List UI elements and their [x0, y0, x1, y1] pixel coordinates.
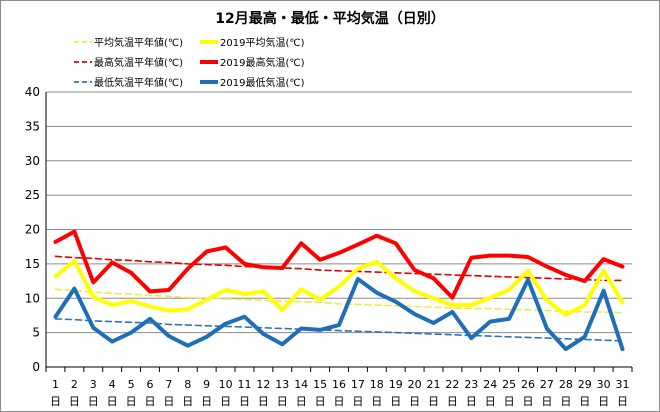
x-tick-suffix: 日: [334, 395, 345, 408]
series-line-5: [53, 277, 625, 352]
x-tick-label: 25: [502, 378, 516, 391]
x-tick-suffix: 日: [315, 395, 326, 408]
x-tick-suffix: 日: [258, 395, 269, 408]
x-tick-label: 10: [219, 378, 233, 391]
x-tick-suffix: 日: [69, 395, 80, 408]
series-line-0: [54, 288, 624, 314]
legend-label: 2019最高気温(℃): [220, 56, 305, 69]
x-tick-label: 16: [332, 378, 346, 391]
x-tick-suffix: 日: [371, 395, 382, 408]
x-tick-suffix: 日: [579, 395, 590, 408]
x-tick-suffix: 日: [466, 395, 477, 408]
series-line-1: [53, 259, 625, 317]
series-line-2: [54, 255, 624, 282]
x-tick-suffix: 日: [88, 395, 99, 408]
chart-title: 12月最高・最低・平均気温（日別）: [215, 11, 445, 27]
x-tick-label: 6: [146, 378, 153, 391]
x-tick-label: 21: [427, 378, 441, 391]
x-tick-suffix: 日: [144, 395, 155, 408]
legend-label: 最高気温平年値(℃): [94, 56, 183, 69]
x-tick-suffix: 日: [409, 395, 420, 408]
x-tick-label: 26: [521, 378, 535, 391]
legend-label: 2019平均気温(℃): [220, 36, 305, 49]
x-tick-label: 13: [275, 378, 289, 391]
y-tick-label: 5: [32, 326, 40, 340]
x-tick-label: 1: [52, 378, 59, 391]
x-tick-label: 4: [109, 378, 116, 391]
x-tick-label: 12: [256, 378, 270, 391]
x-tick-label: 28: [559, 378, 573, 391]
x-tick-label: 8: [184, 378, 191, 391]
x-tick-suffix: 日: [617, 395, 628, 408]
x-tick-suffix: 日: [126, 395, 137, 408]
series-lines: [53, 229, 625, 352]
x-tick-label: 7: [165, 378, 172, 391]
x-tick-suffix: 日: [560, 395, 571, 408]
y-tick-label: 15: [25, 257, 40, 271]
x-tick-suffix: 日: [598, 395, 609, 408]
x-tick-suffix: 日: [277, 395, 288, 408]
x-tick-label: 19: [389, 378, 403, 391]
y-axis-tick-labels: 0 5 10 15 20 25 30 35 40: [25, 85, 40, 374]
x-tick-label: 2: [71, 378, 78, 391]
y-tick-label: 35: [25, 119, 40, 133]
x-tick-label: 14: [294, 378, 308, 391]
x-tick-suffix: 日: [163, 395, 174, 408]
x-tick-label: 11: [237, 378, 251, 391]
x-tick-label: 20: [408, 378, 422, 391]
y-tick-label: 0: [32, 360, 40, 374]
x-tick-suffix: 日: [50, 395, 61, 408]
x-tick-suffix: 日: [352, 395, 363, 408]
y-tick-label: 30: [25, 154, 40, 168]
x-tick-label: 22: [445, 378, 459, 391]
x-tick-label: 5: [128, 378, 135, 391]
x-tick-label: 17: [351, 378, 365, 391]
x-tick-label: 29: [578, 378, 592, 391]
x-tick-suffix: 日: [220, 395, 231, 408]
x-tick-suffix: 日: [182, 395, 193, 408]
x-tick-suffix: 日: [107, 395, 118, 408]
x-tick-suffix: 日: [428, 395, 439, 408]
x-tick-suffix: 日: [390, 395, 401, 408]
x-tick-label: 15: [313, 378, 327, 391]
x-tick-suffix: 日: [239, 395, 250, 408]
y-tick-label: 20: [25, 223, 40, 237]
x-tick-suffix: 日: [485, 395, 496, 408]
gridlines: [45, 91, 633, 372]
y-tick-label: 40: [25, 85, 40, 99]
x-tick-label: 18: [370, 378, 384, 391]
x-tick-label: 24: [483, 378, 497, 391]
x-tick-label: 3: [90, 378, 97, 391]
x-tick-label: 23: [464, 378, 478, 391]
x-axis-tick-labels: 1日2日3日4日5日6日7日8日9日10日11日12日13日14日15日16日1…: [50, 378, 630, 408]
y-tick-label: 25: [25, 188, 40, 202]
x-tick-label: 27: [540, 378, 554, 391]
y-tick-label: 10: [25, 291, 40, 305]
x-tick-suffix: 日: [296, 395, 307, 408]
series-line-3: [53, 229, 625, 300]
legend-label: 平均気温平年値(℃): [94, 36, 183, 49]
x-tick-label: 9: [203, 378, 210, 391]
x-tick-suffix: 日: [523, 395, 534, 408]
x-tick-label: 31: [616, 378, 630, 391]
x-tick-suffix: 日: [504, 395, 515, 408]
x-tick-label: 30: [597, 378, 611, 391]
legend: 平均気温平年値(℃) 2019平均気温(℃) 最高気温平年値(℃) 2019最高気温(…: [74, 36, 305, 89]
series-line-4: [54, 318, 624, 342]
x-tick-suffix: 日: [541, 395, 552, 408]
legend-label: 2019最低気温(℃): [220, 76, 305, 89]
legend-label: 最低気温平年値(℃): [94, 76, 183, 89]
x-tick-suffix: 日: [201, 395, 212, 408]
x-tick-suffix: 日: [447, 395, 458, 408]
